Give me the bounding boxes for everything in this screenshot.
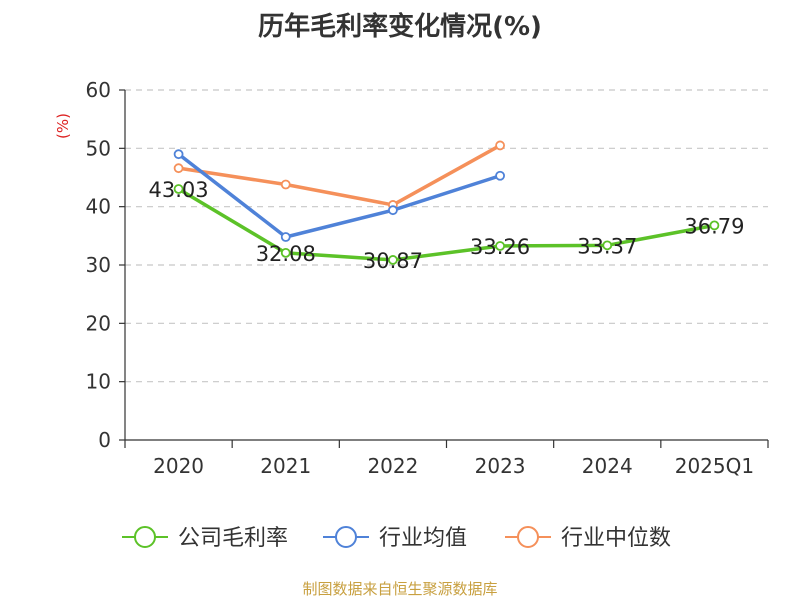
- data-label: 36.79: [684, 214, 744, 238]
- legend[interactable]: 公司毛利率 行业均值 行业中位数: [122, 526, 671, 551]
- data-label: 43.03: [149, 178, 209, 202]
- legend-label: 行业均值: [379, 526, 467, 551]
- y-tick-label: 50: [86, 136, 111, 160]
- data-point: [280, 232, 291, 242]
- data-label: 33.37: [577, 234, 637, 258]
- y-tick-label: 20: [86, 311, 111, 335]
- data-point: [495, 170, 505, 181]
- data-label: 30.87: [363, 249, 423, 273]
- y-axis-label: (%): [54, 113, 72, 139]
- legend-marker: [134, 526, 156, 548]
- data-labels: 43.03 32.08 30.87 33.26 33.37 36.79: [149, 178, 745, 273]
- x-tick-label: 2022: [367, 454, 418, 478]
- data-point: [495, 241, 505, 251]
- series-line: [176, 187, 717, 262]
- legend-label: 公司毛利率: [178, 526, 288, 551]
- axes: 0 10 20 30 40 50 60 2020 2021 2022 2023 2024 2025Q1: [86, 78, 769, 478]
- y-tick-label: 10: [86, 370, 111, 394]
- gridlines: [125, 89, 768, 383]
- x-tick-label: 2021: [260, 454, 311, 478]
- chart-title: 历年毛利率变化情况(%): [258, 12, 542, 42]
- series-lines: [173, 140, 720, 265]
- data-point: [602, 240, 613, 251]
- data-point: [388, 205, 398, 216]
- data-label: 33.26: [470, 235, 530, 259]
- data-label: 32.08: [256, 242, 316, 266]
- data-point: [280, 247, 291, 258]
- x-tick-label: 2023: [475, 454, 526, 478]
- legend-label: 行业中位数: [561, 526, 671, 551]
- legend-marker: [517, 526, 539, 548]
- x-tick-label: 2020: [153, 454, 204, 478]
- data-point: [173, 163, 184, 174]
- data-point: [709, 220, 720, 231]
- data-point: [495, 140, 505, 151]
- legend-item[interactable]: 公司毛利率: [122, 526, 288, 551]
- y-tick-label: 30: [86, 253, 111, 277]
- data-point: [173, 149, 184, 160]
- legend-marker: [335, 526, 357, 548]
- data-point: [280, 179, 291, 190]
- data-point: [388, 255, 398, 265]
- y-tick-label: 0: [98, 428, 111, 452]
- x-tick-label: 2024: [582, 454, 633, 478]
- series-line: [176, 152, 502, 239]
- x-tick-label: 2025Q1: [675, 454, 754, 478]
- series-line: [176, 143, 502, 207]
- legend-item[interactable]: 行业均值: [323, 526, 467, 551]
- y-tick-label: 60: [86, 78, 111, 102]
- data-point: [173, 184, 184, 194]
- y-tick-label: 40: [86, 195, 111, 219]
- legend-item[interactable]: 行业中位数: [505, 526, 671, 551]
- source-note: 制图数据来自恒生聚源数据库: [302, 580, 498, 598]
